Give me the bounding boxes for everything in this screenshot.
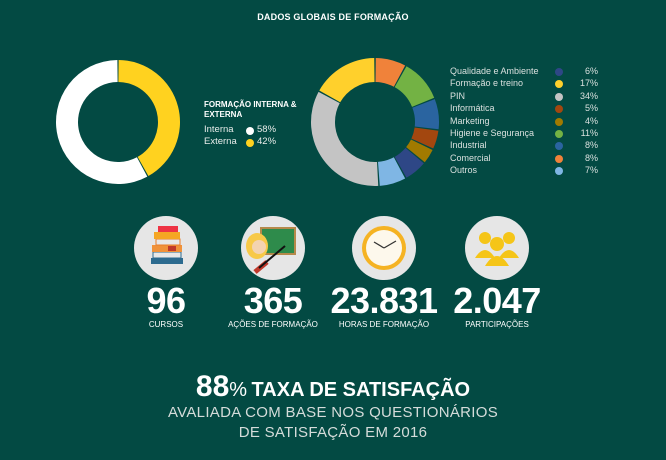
legend-value: 34% bbox=[579, 90, 598, 101]
people-group-icon bbox=[465, 216, 529, 280]
books-icon bbox=[134, 216, 198, 280]
legend-label: Marketing bbox=[450, 115, 490, 126]
donut-slice-outros bbox=[377, 157, 406, 186]
legend-label: Higiene e Segurança bbox=[450, 128, 535, 138]
stat-horas: 23.831 HORAS DE FORMAÇÃO bbox=[319, 282, 449, 330]
stat-label: PARTICIPAÇÕES bbox=[465, 320, 529, 329]
satisfaction-headline: 88% TAXA DE SATISFAÇÃO bbox=[0, 370, 666, 404]
donut-slice-qualidade-e-ambiente bbox=[394, 147, 424, 178]
donut-slice-pin bbox=[311, 91, 379, 186]
legend-dot bbox=[555, 167, 563, 176]
legend-value: 7% bbox=[584, 165, 598, 176]
legend-value: 6% bbox=[584, 66, 598, 76]
satisfaction-value: 88 bbox=[195, 370, 230, 403]
legend-value: 11% bbox=[580, 128, 598, 138]
stat-cursos: 96 CURSOS bbox=[101, 282, 231, 330]
donut-slice-interna bbox=[55, 60, 148, 185]
legend-item: Qualidade e Ambiente 6% bbox=[450, 66, 610, 78]
donut-slice-higiene-e-segurança bbox=[394, 66, 435, 107]
teacher-blackboard-icon bbox=[241, 216, 305, 280]
legend-label: Industrial bbox=[450, 140, 487, 151]
donut-slice-formação-e-treino bbox=[319, 58, 375, 103]
legend-dot bbox=[555, 92, 563, 101]
satisfaction-unit: % bbox=[229, 379, 248, 401]
legend-item: Comercial 8% bbox=[450, 153, 610, 165]
clock-icon bbox=[352, 216, 416, 280]
donut-slice-externa bbox=[118, 60, 181, 177]
stat-label: HORAS DE FORMAÇÃO bbox=[338, 320, 430, 329]
legend-item: Marketing 4% bbox=[450, 116, 610, 128]
legend-dot bbox=[246, 127, 254, 135]
legend-label: Informática bbox=[450, 103, 495, 114]
satisfaction-label: TAXA DE SATISFAÇÃO bbox=[251, 379, 471, 401]
internal-external-title: FORMAÇÃO INTERNA & EXTERNA bbox=[204, 100, 297, 119]
stat-value: 2.047 bbox=[453, 280, 541, 321]
legend-value: 17% bbox=[579, 78, 598, 89]
legend-label: Interna bbox=[204, 124, 234, 135]
stat-label: AÇÕES DE FORMAÇÃO bbox=[228, 320, 318, 329]
legend-value: 42% bbox=[257, 136, 277, 147]
donut-slice-marketing bbox=[406, 139, 433, 163]
legend-item-externa: Externa 42% bbox=[204, 136, 284, 147]
legend-value: 5% bbox=[584, 103, 598, 114]
page-title: DADOS GLOBAIS DE FORMAÇÃO bbox=[257, 12, 409, 22]
legend-dot bbox=[555, 68, 563, 76]
stat-value: 23.831 bbox=[330, 280, 438, 321]
legend-label: Comercial bbox=[450, 152, 491, 163]
legend-item: Industrial 8% bbox=[450, 140, 610, 152]
legend-value: 4% bbox=[584, 115, 598, 126]
legend-dot bbox=[555, 105, 563, 114]
stat-value: 96 bbox=[146, 280, 186, 321]
legend-label: Externa bbox=[204, 136, 237, 147]
legend-value: 58% bbox=[257, 124, 277, 135]
legend-dot bbox=[555, 117, 563, 126]
legend-dot bbox=[555, 130, 563, 138]
legend-item-interna: Interna 58% bbox=[204, 124, 284, 135]
stat-acoes: 365 AÇÕES DE FORMAÇÃO bbox=[208, 282, 338, 330]
legend-item: Formação e treino 17% bbox=[450, 78, 610, 90]
stat-participacoes: 2.047 PARTICIPAÇÕES bbox=[432, 282, 562, 330]
donut-slice-comercial bbox=[375, 58, 406, 87]
stat-label: CURSOS bbox=[148, 320, 184, 329]
legend-dot bbox=[246, 139, 254, 147]
legend-item: Informática 5% bbox=[450, 103, 610, 115]
legend-item: Higiene e Segurança 11% bbox=[450, 128, 610, 140]
legend-item: PIN 34% bbox=[450, 91, 610, 103]
legend-value: 8% bbox=[584, 152, 598, 163]
legend-label: Formação e treino bbox=[450, 78, 524, 89]
satisfaction-subtitle-2: DE SATISFAÇÃO EM 2016 bbox=[238, 424, 428, 441]
legend-item: Outros 7% bbox=[450, 165, 610, 177]
satisfaction-subtitle-1: AVALIADA COM BASE NOS QUESTIONÁRIOS bbox=[167, 404, 499, 421]
legend-dot bbox=[555, 142, 563, 151]
donut-slice-industrial bbox=[412, 99, 440, 130]
legend-label: Outros bbox=[450, 165, 478, 176]
legend-label: PIN bbox=[450, 90, 466, 101]
stat-value: 365 bbox=[243, 280, 303, 321]
donut-slice-informática bbox=[411, 127, 439, 149]
legend-dot bbox=[555, 154, 563, 163]
legend-value: 8% bbox=[584, 140, 598, 151]
legend-dot bbox=[555, 80, 563, 89]
legend-label: Qualidade e Ambiente bbox=[450, 66, 539, 76]
